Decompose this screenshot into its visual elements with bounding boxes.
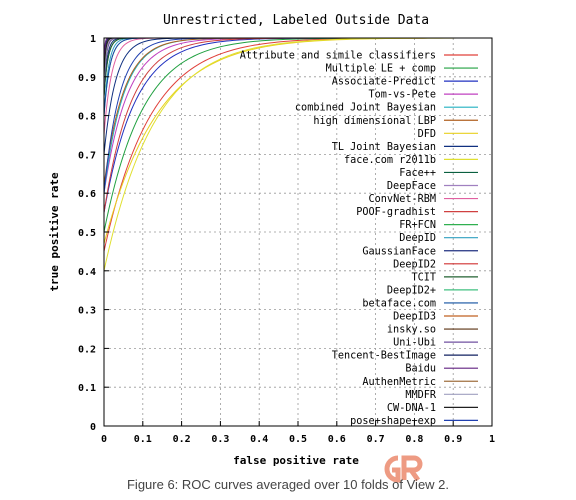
x-tick-label: 0.8	[405, 434, 423, 445]
y-tick-label: 0.4	[78, 267, 96, 278]
legend-label-8: face.com r2011b	[344, 155, 436, 166]
legend-label-26: MMDFR	[405, 390, 437, 401]
legend-label-27: CW-DNA-1	[387, 403, 436, 414]
legend-label-1: Multiple LE + comp	[326, 64, 436, 75]
y-tick-label: 0	[90, 422, 96, 433]
legend-label-14: DeepID	[399, 233, 436, 244]
legend-label-24: Baidu	[405, 364, 436, 375]
legend-label-6: DFD	[418, 129, 436, 140]
legend-label-18: DeepID2+	[387, 285, 436, 296]
figure-caption: Figure 6: ROC curves averaged over 10 fo…	[126, 477, 450, 492]
legend-label-21: insky.so	[387, 325, 436, 336]
axis-ticks: 0 0.1 0.2 0.3 0.4 0.5 0.6 0.7 0.8 0.9 1 0 0.1 0.2 0.3 0…	[78, 34, 495, 445]
legend-label-25: AuthenMetric	[362, 377, 436, 388]
y-tick-label: 0.8	[78, 112, 96, 123]
legend-label-17: TCIT	[411, 272, 436, 283]
y-tick-label: 0.9	[78, 73, 96, 84]
y-axis-label: true positive rate	[48, 172, 61, 292]
y-tick-label: 0.1	[78, 383, 96, 394]
x-tick-label: 0.1	[134, 434, 152, 445]
x-tick-label: 0.5	[289, 434, 307, 445]
legend-label-0: Attribute and simile classifiers	[240, 51, 436, 62]
y-tick-label: 0.7	[78, 150, 96, 161]
legend-label-7: TL Joint Bayesian	[332, 142, 436, 153]
legend-label-3: Tom-vs-Pete	[369, 90, 436, 101]
x-tick-label: 0.4	[250, 434, 268, 445]
legend-label-28: pose+shape+exp	[350, 416, 436, 427]
x-tick-label: 0.2	[173, 434, 191, 445]
legend-label-10: DeepFace	[387, 181, 436, 192]
legend-label-16: DeepID2	[393, 259, 436, 270]
x-axis-label: false positive rate	[233, 454, 359, 467]
legend-label-23: Tencent-BestImage	[332, 351, 436, 362]
x-tick-label: 0.6	[328, 434, 346, 445]
legend-label-20: DeepID3	[393, 312, 436, 323]
legend-label-22: Uni-Ubi	[393, 338, 436, 349]
chart-title: Unrestricted, Labeled Outside Data	[163, 13, 429, 28]
watermark-logo	[384, 455, 423, 483]
legend-label-2: Associate-Predict	[332, 77, 436, 88]
legend-label-5: high dimensional LBP	[313, 116, 436, 127]
legend-label-9: Face++	[399, 168, 436, 179]
x-tick-label: 1	[489, 434, 495, 445]
x-tick-label: 0.7	[367, 434, 385, 445]
y-tick-label: 0.6	[78, 189, 96, 200]
legend-label-13: FR+FCN	[399, 220, 436, 231]
x-tick-label: 0	[101, 434, 107, 445]
y-tick-label: 0.3	[78, 306, 96, 317]
legend-label-11: ConvNet-RBM	[369, 194, 436, 205]
y-tick-label: 0.2	[78, 344, 96, 355]
y-tick-label: 1	[90, 34, 96, 45]
legend-label-4: combined Joint Bayesian	[295, 103, 436, 114]
legend-label-19: betaface.com	[362, 298, 436, 309]
roc-curve-8	[103, 37, 492, 271]
y-tick-label: 0.5	[78, 228, 96, 239]
x-tick-label: 0.9	[444, 434, 462, 445]
legend-label-12: POOF-gradhist	[356, 207, 436, 218]
legend: Attribute and simile classifiers Multiple…	[240, 51, 478, 427]
legend-label-15: GaussianFace	[362, 246, 436, 257]
x-tick-label: 0.3	[211, 434, 229, 445]
